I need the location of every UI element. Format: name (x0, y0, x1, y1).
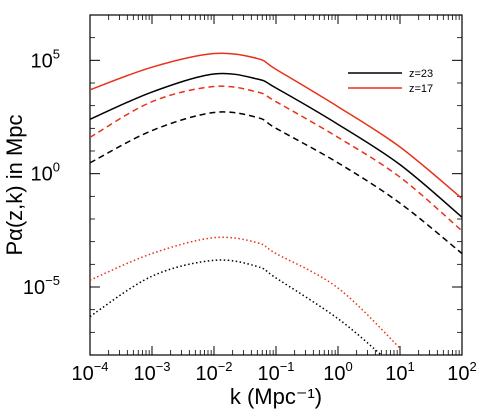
ticks-layer: 10−4 10−3 10−2 10−1 100 101 102 10−5 100 105 (23, 14, 477, 385)
x-axis-label: k (Mpc⁻¹) (230, 384, 322, 409)
plot-frame (89, 14, 463, 356)
y-tick-label: 100 (31, 160, 60, 186)
x-tick-label: 101 (385, 359, 414, 385)
series-layer (90, 52, 462, 355)
series-line-dashed-2 (90, 85, 462, 232)
x-tick-label: 10−2 (195, 359, 232, 385)
series-line-solid-1 (90, 72, 462, 218)
x-tick-label: 100 (323, 359, 352, 385)
series-line-solid-0 (90, 52, 462, 200)
series-line-dotted-4 (90, 236, 401, 349)
y-axis-label: Pα(z,k) in Mpc (2, 114, 27, 255)
legend: z=23 z=17 (348, 68, 433, 95)
x-tick-label: 102 (447, 359, 476, 385)
series-line-dashed-3 (90, 111, 462, 255)
x-tick-label: 10−1 (257, 359, 294, 385)
legend-label: z=17 (409, 83, 433, 95)
y-tick-label: 105 (31, 46, 60, 72)
legend-label: z=23 (409, 68, 433, 80)
x-tick-label: 10−3 (133, 359, 170, 385)
y-tick-label: 10−5 (23, 273, 60, 299)
x-tick-label: 10−4 (71, 359, 108, 385)
series-line-dotted-5 (90, 259, 382, 355)
